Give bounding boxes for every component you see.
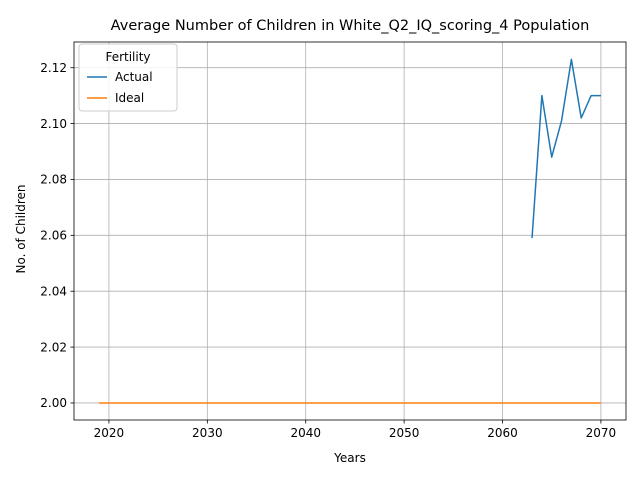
y-tick-label: 2.10 [40,117,67,131]
y-tick-label: 2.02 [40,340,67,354]
legend: Fertility Actual Ideal [78,43,178,112]
legend-label-actual: Actual [115,70,153,84]
y-tick-label: 2.06 [40,229,67,243]
series-lines [99,58,601,404]
x-tick-label: 2030 [192,426,223,440]
x-tick-label: 2040 [290,426,321,440]
x-tick-label: 2050 [389,426,420,440]
x-tick-label: 2060 [487,426,518,440]
legend-box [78,43,178,112]
x-axis: 2020 2030 2040 2050 2060 2070 [94,420,617,440]
legend-title: Fertility [105,50,150,64]
y-axis-label: No. of Children [14,184,28,273]
y-tick-label: 2.04 [40,284,67,298]
series-line-actual [531,58,601,239]
y-axis: 2.00 2.02 2.04 2.06 2.08 2.10 2.12 [40,61,74,410]
grid-lines [74,42,626,420]
chart-title: Average Number of Children in White_Q2_I… [111,18,590,34]
x-tick-label: 2070 [586,426,617,440]
x-axis-label: Years [333,451,366,465]
plot-area-frame [73,41,627,421]
y-tick-label: 2.12 [40,61,67,75]
y-tick-label: 2.08 [40,173,67,187]
y-tick-label: 2.00 [40,396,67,410]
x-tick-label: 2020 [94,426,125,440]
legend-label-ideal: Ideal [115,91,144,105]
